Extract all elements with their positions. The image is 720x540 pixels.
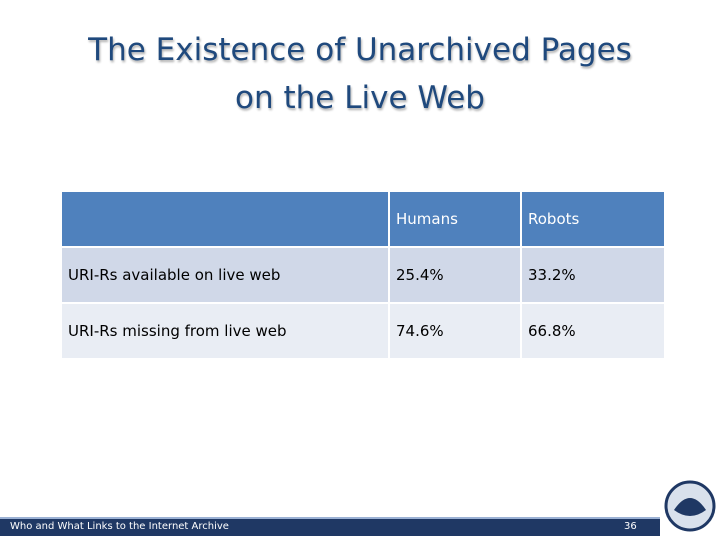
footer-text: Who and What Links to the Internet Archi…	[10, 521, 229, 532]
value-cell: 74.6%	[390, 304, 520, 358]
row-label: URI-Rs available on live web	[62, 248, 388, 302]
header-cell	[62, 192, 388, 246]
logo-shape	[674, 498, 706, 516]
title-line: The Existence of Unarchived Pages	[88, 32, 632, 68]
value-cell: 66.8%	[522, 304, 664, 358]
title-line: on the Live Web	[235, 80, 485, 116]
footer-bar: Who and What Links to the Internet Archi…	[0, 517, 660, 536]
value-cell: 25.4%	[390, 248, 520, 302]
row-label: URI-Rs missing from live web	[62, 304, 388, 358]
page-number: 36	[624, 521, 637, 532]
column-header: Humans	[390, 192, 520, 246]
value-cell: 33.2%	[522, 248, 664, 302]
column-header: Robots	[522, 192, 664, 246]
logo	[664, 480, 716, 532]
